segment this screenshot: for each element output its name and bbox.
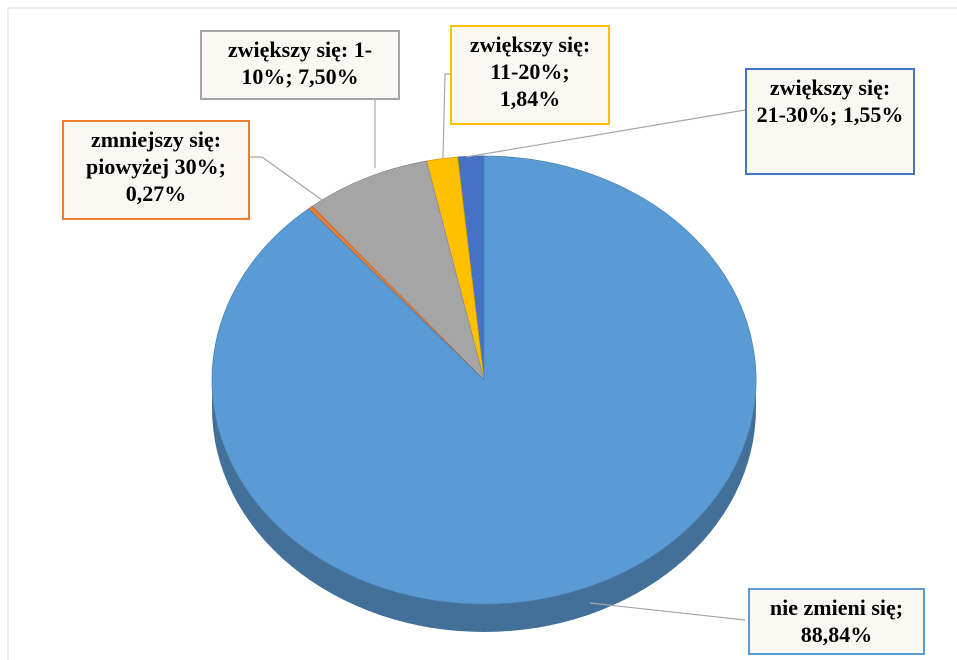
pie-slice	[211, 155, 757, 605]
label-part: zwiększy się: 21-30%	[756, 75, 891, 127]
chart-border	[7, 7, 957, 660]
label-part: zmniejszy się: piowyżej 30%	[86, 127, 222, 179]
leader-lines	[250, 73, 746, 621]
label-part: ;	[895, 595, 904, 620]
data-label: nie zmieni się; 88,84%	[748, 588, 925, 655]
leader-line	[465, 109, 746, 158]
label-part: ;	[285, 64, 299, 89]
label-part: 0,27%	[125, 181, 187, 206]
data-label: zwiększy się: 11-20%; 1,84%	[450, 25, 610, 125]
label-part: ;	[218, 154, 226, 179]
label-part: 88,84%	[800, 622, 873, 647]
label-part: 1,84%	[499, 86, 561, 111]
label-part: 7,50%	[298, 64, 359, 89]
leader-line	[589, 602, 746, 621]
label-part: ;	[562, 59, 570, 84]
leader-line	[250, 156, 323, 201]
label-part: zwiększy się: 11-20%	[469, 32, 591, 84]
pie-slice	[311, 160, 485, 382]
data-label: zwiększy się: 1-10%; 7,50%	[200, 30, 400, 100]
label-part: ;	[830, 102, 843, 127]
data-label: zmniejszy się: piowyżej 30%; 0,27%	[62, 120, 250, 220]
label-part: zwiększy się: 1-10%	[227, 37, 373, 89]
data-label: zwiększy się: 21-30%; 1,55%	[745, 68, 915, 175]
label-part: 1,55%	[842, 102, 904, 127]
leader-line	[442, 73, 452, 159]
label-part: nie zmieni się	[769, 595, 896, 620]
